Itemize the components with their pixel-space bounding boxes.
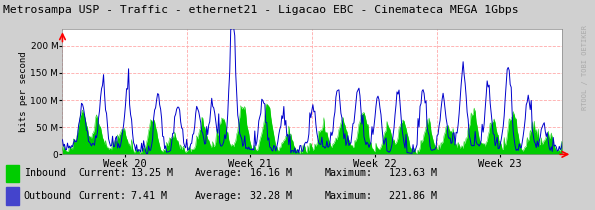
Text: 7.41 M: 7.41 M <box>131 191 167 201</box>
Text: Maximum:: Maximum: <box>325 168 373 178</box>
Text: Metrosampa USP - Traffic - ethernet21 - Ligacao EBC - Cinemateca MEGA 1Gbps: Metrosampa USP - Traffic - ethernet21 - … <box>3 5 519 15</box>
Text: Average:: Average: <box>195 191 242 201</box>
Text: Outbound: Outbound <box>24 191 72 201</box>
Text: 13.25 M: 13.25 M <box>131 168 173 178</box>
Text: RTOOL / TOBI OETIKER: RTOOL / TOBI OETIKER <box>582 25 588 110</box>
Text: Current:: Current: <box>79 168 126 178</box>
Text: Current:: Current: <box>79 191 126 201</box>
Bar <box>6 165 18 182</box>
Text: 221.86 M: 221.86 M <box>389 191 437 201</box>
Text: 32.28 M: 32.28 M <box>249 191 292 201</box>
Bar <box>6 187 18 205</box>
Text: Maximum:: Maximum: <box>325 191 373 201</box>
Text: 16.16 M: 16.16 M <box>249 168 292 178</box>
Text: Average:: Average: <box>195 168 242 178</box>
Text: 123.63 M: 123.63 M <box>389 168 437 178</box>
Y-axis label: bits per second: bits per second <box>18 52 27 132</box>
Text: Inbound: Inbound <box>24 168 66 178</box>
